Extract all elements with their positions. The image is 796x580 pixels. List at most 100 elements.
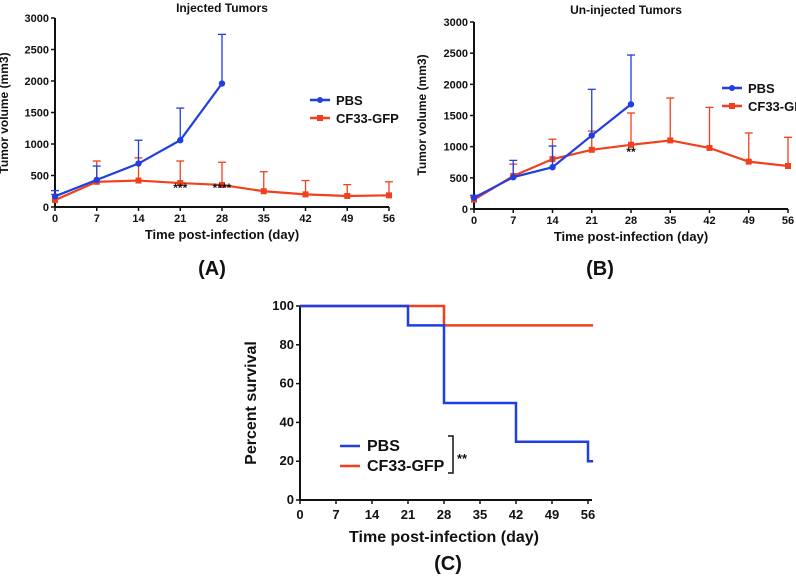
- x-tick-label: 35: [258, 213, 270, 225]
- x-tick-label: 56: [782, 215, 794, 227]
- x-tick-label: 0: [52, 213, 58, 225]
- x-tick-label: 56: [581, 507, 595, 522]
- x-tick-label: 42: [509, 507, 523, 522]
- legend-label: CF33-GFP: [748, 99, 796, 114]
- x-tick-label: 7: [94, 213, 100, 225]
- data-point: [219, 181, 225, 188]
- panel-label: (A): [198, 258, 226, 280]
- data-point: [177, 137, 184, 144]
- x-tick-label: 0: [296, 507, 303, 522]
- y-tick-label: 2000: [25, 76, 49, 88]
- significance-annotation: ***: [173, 181, 187, 195]
- x-tick-label: 49: [743, 215, 755, 227]
- data-point: [588, 132, 595, 139]
- data-point: [588, 146, 595, 153]
- y-tick-label: 20: [280, 453, 294, 468]
- x-tick-label: 21: [401, 507, 415, 522]
- y-axis-label: Tumor volume (mm3): [0, 52, 11, 173]
- y-tick-label: 1500: [25, 108, 49, 120]
- y-tick-label: 80: [280, 337, 294, 352]
- data-point: [260, 188, 267, 195]
- data-point: [177, 180, 184, 187]
- x-tick-label: 21: [174, 213, 186, 225]
- legend-label: CF33-GFP: [336, 111, 399, 126]
- y-tick-label: 500: [450, 173, 468, 185]
- x-tick-label: 49: [545, 507, 559, 522]
- panel-label: (B): [586, 258, 614, 280]
- legend-label: PBS: [748, 81, 775, 96]
- y-tick-label: 60: [280, 376, 294, 391]
- significance-annotation: **: [457, 451, 468, 466]
- x-tick-label: 35: [664, 215, 676, 227]
- x-tick-label: 28: [437, 507, 451, 522]
- panel-b: 0 7 14 21 28 35 42 49 56 0 500 1000 1500 2000 2500 3000…: [415, 3, 796, 280]
- y-tick-label: 1000: [25, 139, 49, 151]
- data-point: [52, 197, 58, 204]
- y-tick-label: 3000: [444, 17, 468, 29]
- x-tick-label: 14: [546, 215, 559, 227]
- y-tick-label: 40: [280, 414, 294, 429]
- x-tick-label: 28: [625, 215, 637, 227]
- y-axis-label: Percent survival: [243, 341, 260, 465]
- x-tick-label: 49: [341, 213, 353, 225]
- significance-annotation: ****: [213, 181, 232, 195]
- data-point: [627, 101, 635, 108]
- x-axis-label: Time post-infection (day): [554, 229, 708, 244]
- data-point: [386, 192, 392, 199]
- x-tick-label: 7: [510, 215, 516, 227]
- legend-marker: [317, 97, 323, 103]
- data-point: [706, 144, 713, 151]
- x-tick-label: 42: [703, 215, 715, 227]
- panel-a: 0 7 14 21 28 35 42 49 56 0 500 1000 1500 2000 2500 3000…: [0, 1, 399, 280]
- y-tick-label: 3000: [25, 13, 49, 25]
- legend-marker: [729, 85, 735, 91]
- data-point: [218, 80, 226, 87]
- data-point: [510, 174, 517, 181]
- y-tick-label: 2500: [444, 48, 468, 60]
- y-tick-label: 1000: [444, 142, 468, 154]
- x-tick-label: 42: [299, 213, 311, 225]
- legend-label: CF33-GFP: [367, 458, 445, 475]
- legend-marker: [729, 103, 735, 109]
- chart-title: Injected Tumors: [176, 1, 268, 15]
- y-tick-label: 100: [272, 298, 294, 313]
- data-point: [344, 192, 351, 199]
- x-tick-label: 7: [332, 507, 339, 522]
- y-tick-label: 0: [43, 202, 49, 214]
- data-point: [51, 193, 59, 200]
- survival-curve-cf33-gfp: [300, 304, 594, 327]
- y-axis-label: Tumor volume (mm3): [415, 54, 429, 175]
- data-point: [135, 177, 142, 184]
- data-point: [470, 194, 478, 201]
- data-point: [93, 176, 100, 184]
- x-tick-label: 35: [473, 507, 487, 522]
- y-tick-label: 1500: [444, 111, 468, 123]
- y-tick-label: 0: [287, 492, 294, 507]
- x-tick-label: 28: [216, 213, 228, 225]
- x-tick-label: 0: [471, 215, 477, 227]
- data-point: [785, 162, 791, 169]
- data-point: [745, 158, 752, 165]
- panel-c: 0 7 14 21 28 35 42 49 56 0 20 40 60 80 100 Time post-in…: [243, 298, 595, 575]
- significance-annotation: **: [626, 145, 636, 159]
- x-tick-label: 56: [383, 213, 395, 225]
- data-point: [667, 137, 674, 144]
- x-axis-label: Time post-infection (day): [145, 227, 299, 242]
- significance-bracket: [448, 435, 454, 474]
- y-tick-label: 0: [462, 204, 468, 216]
- panel-label: (C): [434, 553, 462, 575]
- data-point: [135, 160, 142, 167]
- legend-label: PBS: [336, 93, 363, 108]
- y-tick-label: 2000: [444, 79, 468, 91]
- x-tick-label: 14: [365, 507, 380, 522]
- legend-marker: [317, 115, 323, 121]
- x-axis-label: Time post-infection (day): [349, 529, 539, 546]
- y-tick-label: 500: [31, 171, 49, 183]
- survival-curve-pbs: [300, 304, 594, 463]
- data-point: [549, 164, 556, 171]
- data-point: [302, 191, 309, 198]
- x-tick-label: 21: [586, 215, 598, 227]
- chart-title: Un-injected Tumors: [570, 3, 682, 17]
- legend-label: PBS: [367, 438, 400, 455]
